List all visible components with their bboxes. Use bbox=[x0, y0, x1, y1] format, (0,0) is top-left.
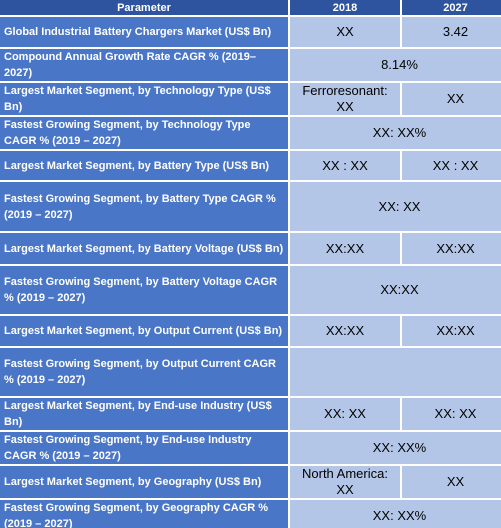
table-row: Global Industrial Battery Chargers Marke… bbox=[0, 17, 501, 47]
table-row: Largest Market Segment, by Geography (US… bbox=[0, 466, 501, 498]
merged-value-cell: XX: XX% bbox=[290, 432, 501, 464]
value-cell: XX:XX bbox=[290, 316, 400, 346]
parameter-cell: Largest Market Segment, by Output Curren… bbox=[0, 316, 288, 346]
table-row: Fastest Growing Segment, by Battery Type… bbox=[0, 182, 501, 231]
table-row: Fastest Growing Segment, by Battery Volt… bbox=[0, 266, 501, 314]
table-row: Largest Market Segment, by Battery Volta… bbox=[0, 233, 501, 264]
table-row: Largest Market Segment, by End-use Indus… bbox=[0, 398, 501, 430]
header-cell: Parameter bbox=[0, 0, 288, 15]
parameter-cell: Fastest Growing Segment, by End-use Indu… bbox=[0, 432, 288, 464]
value-cell: North America: XX bbox=[290, 466, 400, 498]
table-row: Fastest Growing Segment, by Technology T… bbox=[0, 117, 501, 149]
merged-value-cell: XX: XX% bbox=[290, 117, 501, 149]
value-cell: XX:XX bbox=[402, 233, 501, 264]
parameter-cell: Fastest Growing Segment, by Output Curre… bbox=[0, 348, 288, 396]
value-cell: XX:XX bbox=[402, 316, 501, 346]
header-cell: 2027 bbox=[402, 0, 501, 15]
parameter-cell: Global Industrial Battery Chargers Marke… bbox=[0, 17, 288, 47]
merged-value-cell: XX: XX bbox=[290, 182, 501, 231]
header-cell: 2018 bbox=[290, 0, 400, 15]
table-row: Fastest Growing Segment, by Output Curre… bbox=[0, 348, 501, 396]
parameter-cell: Fastest Growing Segment, by Battery Volt… bbox=[0, 266, 288, 314]
parameter-cell: Largest Market Segment, by End-use Indus… bbox=[0, 398, 288, 430]
merged-value-cell: 8.14% bbox=[290, 49, 501, 81]
parameter-cell: Largest Market Segment, by Technology Ty… bbox=[0, 83, 288, 115]
value-cell: XX : XX bbox=[290, 151, 400, 180]
table-row: Fastest Growing Segment, by End-use Indu… bbox=[0, 432, 501, 464]
merged-value-cell: XX: XX% bbox=[290, 500, 501, 528]
value-cell: 3.42 bbox=[402, 17, 501, 47]
table-row: Fastest Growing Segment, by Geography CA… bbox=[0, 500, 501, 528]
table-row: Largest Market Segment, by Technology Ty… bbox=[0, 83, 501, 115]
parameter-cell: Fastest Growing Segment, by Battery Type… bbox=[0, 182, 288, 231]
header-row: Parameter 2018 2027 bbox=[0, 0, 501, 15]
parameter-cell: Fastest Growing Segment, by Geography CA… bbox=[0, 500, 288, 528]
parameter-cell: Compound Annual Growth Rate CAGR % (2019… bbox=[0, 49, 288, 81]
table-row: Largest Market Segment, by Output Curren… bbox=[0, 316, 501, 346]
value-cell: XX bbox=[290, 17, 400, 47]
value-cell: XX: XX bbox=[402, 398, 501, 430]
value-cell: XX bbox=[402, 83, 501, 115]
parameter-cell: Fastest Growing Segment, by Technology T… bbox=[0, 117, 288, 149]
parameter-cell: Largest Market Segment, by Geography (US… bbox=[0, 466, 288, 498]
parameter-cell: Largest Market Segment, by Battery Type … bbox=[0, 151, 288, 180]
value-cell: XX bbox=[402, 466, 501, 498]
merged-value-cell: XX:XX bbox=[290, 266, 501, 314]
value-cell: XX:XX bbox=[290, 233, 400, 264]
value-cell: Ferroresonant: XX bbox=[290, 83, 400, 115]
merged-value-cell bbox=[290, 348, 501, 396]
table-row: Compound Annual Growth Rate CAGR % (2019… bbox=[0, 49, 501, 81]
parameter-cell: Largest Market Segment, by Battery Volta… bbox=[0, 233, 288, 264]
table-row: Largest Market Segment, by Battery Type … bbox=[0, 151, 501, 180]
value-cell: XX : XX bbox=[402, 151, 501, 180]
value-cell: XX: XX bbox=[290, 398, 400, 430]
